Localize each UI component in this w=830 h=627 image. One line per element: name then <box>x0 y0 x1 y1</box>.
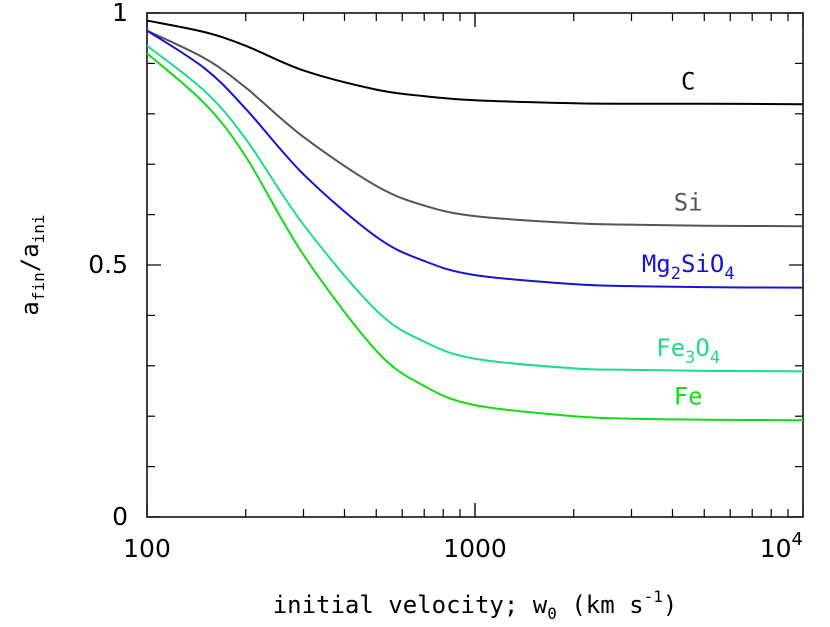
x-axis-title-sub: 0 <box>547 604 557 623</box>
y-axis-title-sub-ini: ini <box>29 214 48 243</box>
ticks <box>146 12 804 518</box>
x-axis-title-sup: -1 <box>644 587 663 606</box>
tick-labels: 100 1000 104 0 0.5 1 <box>88 0 803 563</box>
y-axis-title-sub-fin: fin <box>29 272 48 301</box>
y-axis-title: afin/aini <box>16 214 48 315</box>
series-label-si: Si <box>674 189 703 217</box>
y-axis-title-slash: /a <box>16 243 44 272</box>
x-axis-title-tail: (km s <box>557 591 644 619</box>
x-axis-title: initial velocity; w0 (km s-1) <box>273 587 678 623</box>
series-labels: C Si Mg2SiO4 Fe3O4 Fe <box>642 68 735 411</box>
x-tick-label: 104 <box>760 529 803 563</box>
x-tick-label: 100 <box>123 534 171 563</box>
y-tick-label: 0.5 <box>88 250 128 279</box>
x-axis-title-end: ) <box>663 591 677 619</box>
y-tick-label: 0 <box>112 502 128 531</box>
x-axis-title-main: initial velocity; w <box>273 591 548 619</box>
x-tick-label: 1000 <box>443 534 507 563</box>
series-label-fe3o4: Fe3O4 <box>656 334 720 368</box>
series-label-fe: Fe <box>674 383 703 411</box>
series-lines <box>146 19 804 422</box>
series-line-c <box>146 19 804 106</box>
y-axis-title-a: a <box>16 301 44 315</box>
y-tick-label: 1 <box>112 0 128 27</box>
series-label-c: C <box>681 68 695 96</box>
series-line-mg2sio4 <box>146 29 804 289</box>
series-line-fe <box>146 52 804 422</box>
series-line-si <box>146 29 804 228</box>
series-line-fe3o4 <box>146 44 804 373</box>
series-label-mg2sio4: Mg2SiO4 <box>642 250 735 284</box>
